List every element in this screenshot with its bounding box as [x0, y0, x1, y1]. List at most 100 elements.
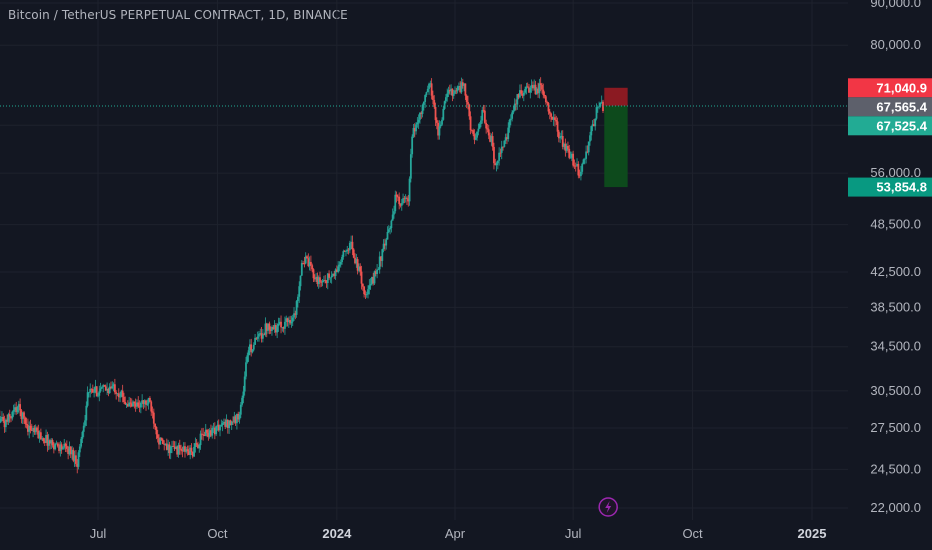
candle-body	[516, 94, 519, 105]
candle-body	[399, 204, 402, 206]
price-tick-label: 30,500.0	[870, 383, 921, 398]
candle-body	[334, 269, 337, 276]
chart-title: Bitcoin / TetherUS PERPETUAL CONTRACT, 1…	[8, 8, 348, 22]
candle-body	[67, 448, 70, 455]
candle-body	[72, 449, 75, 461]
candle-body	[380, 256, 382, 261]
candle-body	[195, 443, 198, 445]
candle-body	[502, 146, 504, 148]
candle-body	[223, 421, 225, 424]
candle-body	[377, 269, 380, 271]
candle-body	[125, 404, 128, 405]
candle-body	[260, 333, 263, 339]
candle-body	[408, 178, 411, 202]
candle-body	[339, 262, 342, 265]
candle-body	[119, 396, 121, 398]
candle-body	[52, 445, 55, 450]
time-tick-label: 2025	[798, 526, 827, 541]
candle-body	[350, 241, 353, 243]
take-profit-zone[interactable]	[604, 105, 628, 188]
candlestick-series	[0, 77, 604, 474]
candle-body	[493, 146, 495, 164]
candle-body	[555, 119, 558, 122]
candle-body	[215, 426, 218, 435]
candle-body	[138, 406, 141, 408]
candle-body	[581, 163, 584, 172]
candle-body	[276, 326, 279, 333]
candle-body	[491, 136, 494, 147]
candle-body	[176, 446, 179, 455]
candle-body	[468, 104, 471, 117]
candle-body	[361, 283, 364, 287]
candle-body	[285, 318, 288, 322]
candle-body	[256, 336, 259, 339]
price-tick-label: 34,500.0	[870, 339, 921, 354]
candle-body	[346, 249, 349, 252]
candle-body	[450, 88, 453, 92]
candle-body	[6, 419, 9, 422]
candle-body	[443, 101, 446, 109]
candle-body	[420, 112, 423, 114]
candle-body	[324, 280, 327, 281]
candle-body	[485, 122, 488, 129]
candle-body	[457, 86, 460, 87]
time-axis[interactable]: Jul Oct 2024 Apr Jul Oct 2025	[90, 526, 827, 541]
candle-body	[570, 153, 573, 158]
candle-body	[465, 95, 468, 103]
candle-body	[38, 432, 41, 439]
candle-body	[355, 259, 358, 264]
candle-body	[398, 196, 401, 205]
candle-body	[211, 428, 214, 436]
candle-body	[526, 86, 529, 88]
candle-body	[75, 455, 77, 464]
candle-body	[42, 438, 45, 442]
price-axis[interactable]: 90,000.080,000.064,000.056,000.048,500.0…	[870, 0, 921, 515]
candle-body	[498, 152, 501, 161]
candle-body	[95, 386, 98, 397]
candle-body	[207, 432, 210, 437]
stop-price-label: 71,040.9	[876, 80, 927, 95]
candle-body	[333, 273, 336, 276]
short-position-tool[interactable]	[604, 87, 628, 188]
candle-body	[499, 152, 502, 154]
candle-body	[56, 443, 59, 447]
candle-body	[286, 318, 289, 323]
candle-body	[32, 427, 34, 431]
candle-body	[352, 249, 355, 258]
candle-body	[425, 92, 428, 96]
candle-body	[30, 430, 33, 431]
candle-body	[294, 313, 297, 315]
candle-body	[10, 416, 12, 419]
stop-loss-zone[interactable]	[604, 87, 628, 106]
candle-body	[185, 449, 188, 452]
lightning-icon[interactable]	[598, 497, 618, 517]
candle-body	[217, 424, 220, 431]
candle-body	[572, 153, 575, 166]
candle-body	[424, 95, 427, 102]
target-price-label-bg	[848, 177, 932, 197]
candle-body	[267, 323, 269, 331]
candle-body	[206, 429, 208, 433]
candle-body	[304, 256, 307, 264]
candle-body	[460, 82, 463, 93]
candle-body	[91, 389, 94, 393]
candle-body	[172, 446, 175, 447]
candle-body	[487, 129, 490, 136]
candle-body	[511, 112, 514, 119]
candle-body	[88, 392, 90, 394]
event-marker[interactable]	[598, 497, 618, 517]
candle-body	[19, 404, 22, 411]
candle-body	[84, 420, 86, 426]
candle-body	[121, 390, 124, 397]
candle-body	[598, 106, 600, 108]
candle-body	[544, 96, 547, 103]
candle-body	[522, 92, 525, 96]
candle-body	[439, 124, 442, 127]
candle-body	[391, 214, 394, 221]
candle-body	[233, 416, 236, 423]
candle-body	[383, 243, 386, 246]
candle-body	[312, 269, 315, 279]
candle-body	[128, 402, 131, 407]
candle-body	[116, 393, 119, 395]
